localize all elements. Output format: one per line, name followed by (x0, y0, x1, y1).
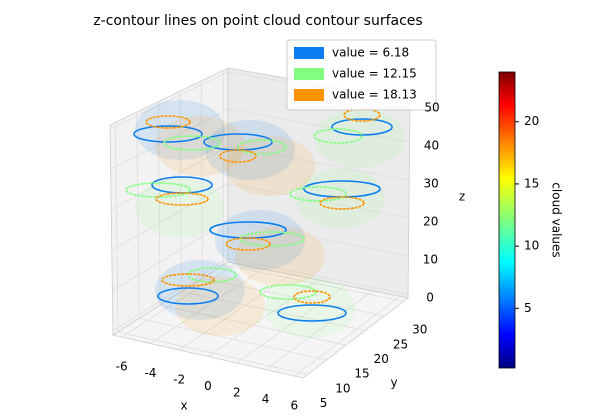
y-grid-line (117, 331, 308, 375)
contour-line (225, 237, 271, 251)
colorbar-tick-label: 5 (524, 301, 532, 315)
contour-line (239, 231, 305, 247)
y-grid-line (223, 264, 404, 302)
y-tick-label: 15 (354, 367, 369, 381)
legend-label: value = 18.13 (332, 88, 417, 102)
z-grid-line (110, 108, 410, 170)
y-axis-label: y (390, 376, 397, 390)
x-grid-line (294, 296, 401, 377)
z-tick-label: 0 (426, 291, 434, 305)
contour-line (219, 149, 257, 163)
z-grid-line (111, 145, 410, 211)
x-tick-label: 6 (291, 399, 299, 413)
x-grid-line (178, 274, 291, 351)
x-grid-line (150, 268, 264, 344)
colorbar-tick-label: 10 (524, 239, 539, 253)
x-grid-line (207, 279, 319, 357)
contour-line (313, 128, 363, 144)
chart-title: z-contour lines on point cloud contour s… (93, 13, 422, 29)
y-grid-line (179, 91, 182, 292)
z-tick-label: 50 (424, 100, 439, 114)
y-tick-label: 25 (393, 337, 408, 351)
surface (265, 278, 355, 338)
colorbar (498, 71, 516, 369)
x-grid-line (236, 285, 346, 364)
contour-line (259, 284, 317, 300)
colorbar-label: cloud values (550, 182, 564, 257)
y-grid-line (139, 318, 327, 361)
y-grid-line (181, 291, 366, 331)
contour-line (237, 139, 287, 155)
contour-line (277, 304, 347, 322)
y-grid-line (160, 304, 347, 346)
contour-line (155, 192, 209, 206)
x-tick-label: -6 (116, 359, 128, 373)
contour-line (161, 273, 215, 287)
y-tick-label: 10 (335, 381, 350, 395)
x-tick-label: -4 (144, 366, 156, 380)
colorbar-tick-label: 20 (524, 114, 539, 128)
contour-line (145, 115, 191, 129)
x-tick-label: 2 (233, 386, 241, 400)
legend-label: value = 6.18 (332, 46, 409, 60)
legend-label: value = 12.15 (332, 67, 417, 81)
x-grid-line (121, 263, 237, 338)
contour-line (133, 125, 203, 143)
z-grid-line (111, 183, 409, 251)
legend-swatch (294, 47, 324, 59)
contour-line (203, 133, 273, 151)
z-grid-line (112, 220, 409, 291)
z-grid-line (112, 257, 409, 332)
contours (125, 108, 393, 322)
y-grid-line (158, 101, 161, 306)
contour-line (319, 196, 365, 210)
z-tick-label: 40 (424, 138, 439, 152)
legend-swatch (294, 89, 324, 101)
z-tick-label: 30 (424, 176, 439, 190)
legend (286, 39, 437, 111)
surface (135, 178, 225, 238)
colorbar-tick-label: 15 (524, 176, 539, 190)
surface (175, 276, 265, 336)
y-grid-line (136, 112, 140, 319)
contour-line (343, 108, 381, 122)
y-tick-label: 20 (374, 352, 389, 366)
contour-line (163, 135, 221, 151)
y-grid-line (202, 277, 385, 317)
surface (135, 100, 225, 160)
x-tick-label: 4 (262, 392, 270, 406)
contour-line (289, 186, 347, 202)
x-grid-line (265, 290, 373, 370)
x-axis-label: x (180, 399, 187, 413)
y-tick-label: 5 (320, 396, 328, 410)
surface (155, 116, 245, 176)
z-tick-label: 20 (423, 215, 438, 229)
contour-line (293, 290, 331, 304)
x-tick-label: -2 (173, 372, 185, 386)
y-tick-label: 30 (412, 323, 427, 337)
contour-line (157, 287, 219, 305)
legend-swatch (294, 68, 324, 80)
x-tick-label: 0 (204, 379, 212, 393)
z-tick-label: 10 (423, 253, 438, 267)
contour-line (331, 118, 393, 136)
surface (315, 108, 405, 168)
z-axis-label: z (459, 190, 465, 204)
surface (215, 210, 305, 270)
y-grid-line (114, 122, 119, 332)
